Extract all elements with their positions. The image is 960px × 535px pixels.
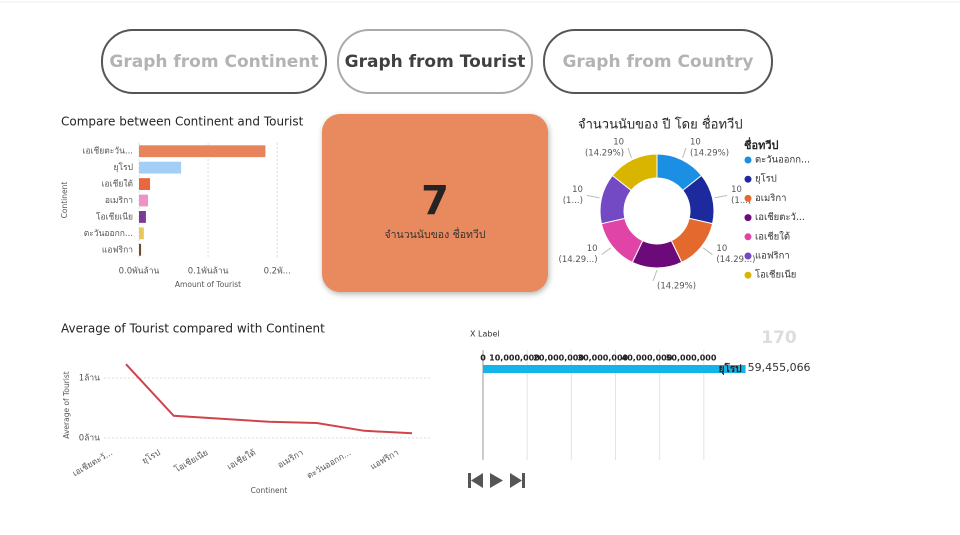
chart-title: Average of Tourist compared with Contine… bbox=[61, 322, 325, 336]
legend-title: ชื่อทวีป bbox=[744, 137, 779, 152]
legend-marker bbox=[744, 194, 752, 202]
y-tick-label: โอเชียเนีย bbox=[96, 211, 133, 222]
x-tick-label: 30,000,000 bbox=[578, 354, 629, 363]
data-label: 59,455,066 bbox=[748, 361, 811, 374]
y-tick-label: ยุโรป bbox=[113, 162, 133, 173]
chart-title: Compare between Continent and Tourist bbox=[61, 115, 304, 129]
card bbox=[322, 114, 548, 292]
legend-label: อเมริกา bbox=[755, 193, 786, 204]
bar bbox=[139, 194, 148, 207]
donut-slice bbox=[611, 153, 658, 192]
legend-marker bbox=[744, 271, 752, 279]
legend-marker bbox=[744, 252, 752, 260]
button-label: Graph from Country bbox=[562, 52, 753, 72]
previous-button[interactable] bbox=[468, 473, 483, 488]
legend-marker bbox=[744, 214, 752, 222]
y-tick-label: อเมริกา bbox=[105, 196, 133, 206]
leader-line bbox=[586, 194, 600, 199]
data-label: 10 bbox=[690, 137, 701, 147]
button-label: Graph from Tourist bbox=[345, 52, 526, 72]
data-label: 10 bbox=[587, 244, 598, 254]
legend-marker bbox=[744, 233, 752, 241]
x-axis-title: Continent bbox=[251, 486, 288, 495]
legend-marker bbox=[744, 156, 752, 164]
data-label: 10 bbox=[613, 137, 624, 147]
x-tick-label: 20,000,000 bbox=[533, 354, 584, 363]
percent-label: (14.29...) bbox=[716, 255, 755, 265]
x-tick-label: 40,000,000 bbox=[622, 354, 673, 363]
play-button[interactable] bbox=[490, 473, 503, 488]
y-tick-label: 0ล้าน bbox=[79, 433, 100, 444]
x-tick-label: เอเชียใต้ bbox=[225, 447, 258, 472]
x-tick-label: 10,000,000 bbox=[489, 354, 540, 363]
x-tick-label: อเมริกา bbox=[276, 448, 305, 471]
data-label: 10 bbox=[716, 244, 727, 254]
x-tick-label: ยุโรป bbox=[140, 447, 162, 466]
y-tick-label: แอฟริกา bbox=[102, 245, 133, 255]
y-tick-label: เอเชียตะวัน... bbox=[83, 146, 133, 157]
leader-line bbox=[652, 269, 658, 282]
bar bbox=[139, 145, 266, 158]
button-frame bbox=[337, 29, 533, 94]
leader-line bbox=[627, 147, 632, 159]
bar bbox=[139, 161, 182, 174]
leader-line bbox=[702, 247, 713, 256]
button-label: Graph from Continent bbox=[109, 52, 318, 72]
legend-label: แอฟริกา bbox=[755, 251, 790, 262]
y-axis-title: Average of Tourist bbox=[62, 371, 71, 439]
legend-label: ตะวันออกก... bbox=[755, 155, 810, 166]
percent-label: (1...) bbox=[563, 196, 583, 206]
y-tick-label: 1ล้าน bbox=[79, 373, 100, 384]
leader-line bbox=[601, 247, 612, 256]
x-tick-label: 0.1พันล้าน bbox=[188, 266, 229, 277]
percent-label: (14.29%) bbox=[585, 148, 624, 158]
leader-line bbox=[682, 147, 687, 159]
x-tick-label: ตะวันออกก... bbox=[305, 448, 353, 481]
nav-button[interactable]: Graph from Tourist bbox=[337, 29, 533, 94]
x-tick-label: แอฟริกา bbox=[369, 448, 401, 472]
bar bbox=[139, 178, 151, 190]
line-series bbox=[125, 363, 413, 435]
legend-label: โอเชียเนีย bbox=[755, 269, 796, 281]
card-label: จำนวนนับของ ชื่อทวีป bbox=[384, 227, 485, 241]
data-label: 10 bbox=[572, 185, 583, 195]
button-frame bbox=[543, 29, 773, 94]
legend-marker bbox=[744, 175, 752, 183]
percent-label: (14.29%) bbox=[690, 148, 729, 158]
bar bbox=[139, 227, 144, 240]
nav-button[interactable]: Graph from Continent bbox=[101, 29, 327, 94]
bar bbox=[139, 243, 142, 256]
category-label: ยุโรป bbox=[719, 362, 742, 375]
y-tick-label: ตะวันออกก... bbox=[84, 229, 133, 239]
x-tick-label: 0 bbox=[480, 354, 486, 363]
button-frame bbox=[101, 29, 327, 94]
card-value: 7 bbox=[421, 178, 449, 224]
chart-title: จำนวนนับของ ปี โดย ชื่อทวีป bbox=[578, 116, 743, 133]
bar bbox=[483, 365, 746, 373]
next-button[interactable] bbox=[510, 473, 525, 488]
percent-label: (14.29...) bbox=[559, 255, 598, 265]
percent-label: (14.29%) bbox=[657, 282, 696, 292]
x-axis-title: X Label bbox=[470, 330, 500, 339]
x-tick-label: 0.0พันล้าน bbox=[119, 266, 160, 277]
x-tick-label: โอเชียเนีย bbox=[173, 447, 211, 475]
y-axis-title: Continent bbox=[60, 182, 69, 219]
percent-label: (1...) bbox=[731, 196, 751, 206]
play-controls bbox=[468, 473, 525, 488]
bar bbox=[139, 211, 146, 223]
y-tick-label: เอเชียใต้ bbox=[102, 179, 133, 190]
x-tick-label: เอเชียตะวั... bbox=[71, 447, 115, 479]
nav-button[interactable]: Graph from Country bbox=[543, 29, 773, 94]
legend-label: ยุโรป bbox=[755, 173, 777, 185]
legend-label: เอเชียใต้ bbox=[755, 230, 790, 242]
data-label: 10 bbox=[731, 185, 742, 195]
legend-label: เอเชียตะวั... bbox=[755, 211, 805, 223]
leader-line bbox=[714, 194, 728, 199]
x-axis-title: Amount of Tourist bbox=[175, 280, 241, 289]
x-tick-label: 50,000,000 bbox=[666, 354, 717, 363]
x-tick-label: 0.2พั... bbox=[264, 267, 291, 277]
frame-label: 170 bbox=[761, 328, 797, 348]
